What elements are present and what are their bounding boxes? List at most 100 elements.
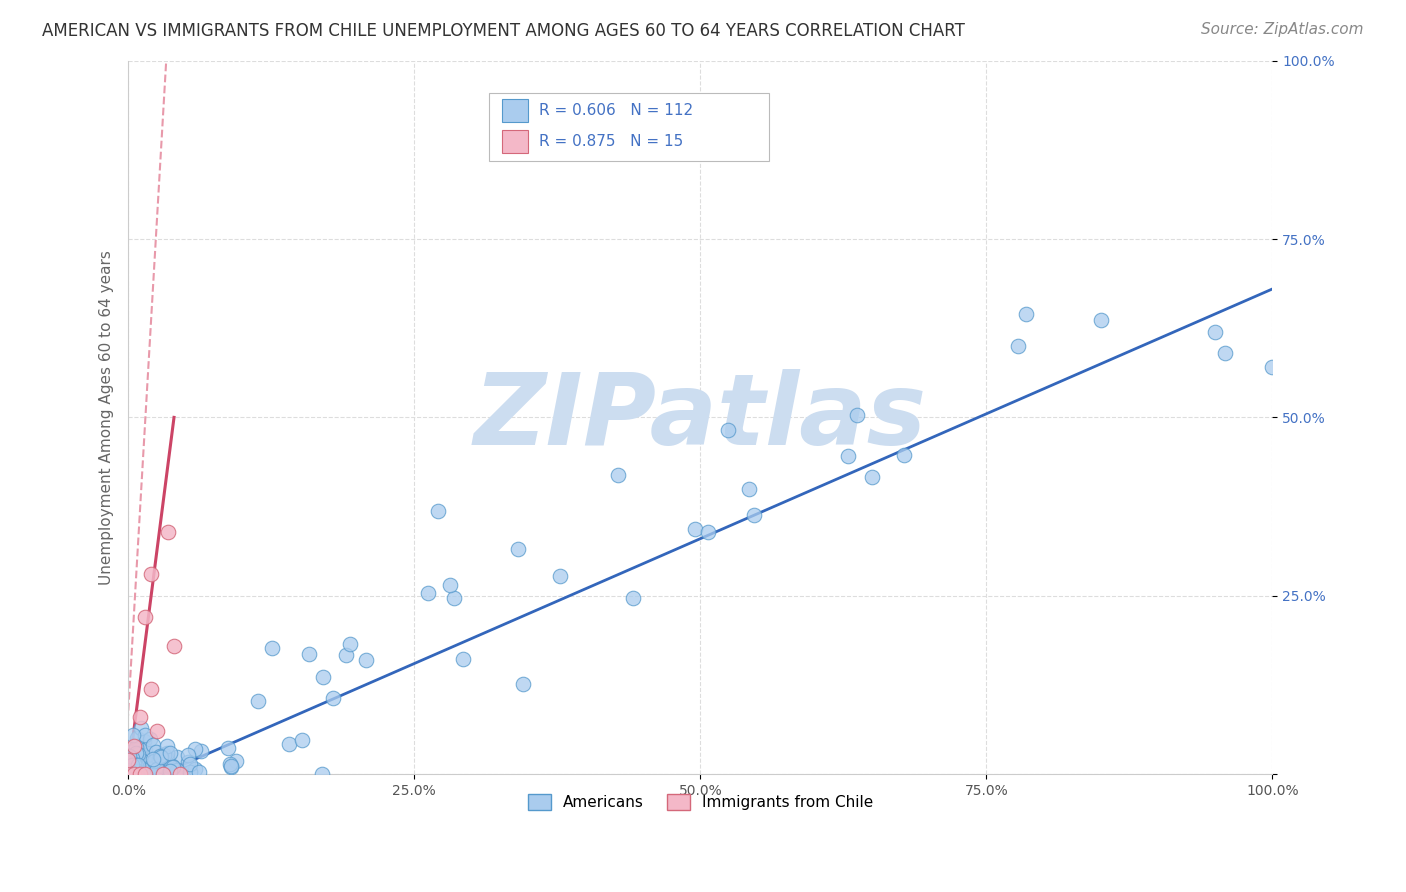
Point <box>512 677 534 691</box>
Point <box>742 508 765 522</box>
Point <box>117 767 139 781</box>
Point <box>143 754 166 768</box>
Point <box>219 760 242 774</box>
FancyBboxPatch shape <box>489 93 769 161</box>
Point <box>134 767 156 781</box>
Point <box>508 541 530 556</box>
Point <box>157 764 180 779</box>
Point <box>138 766 160 780</box>
Point <box>312 670 335 684</box>
Point <box>122 739 145 753</box>
Point <box>139 681 162 696</box>
Point <box>166 763 188 777</box>
Point <box>124 748 146 763</box>
Point <box>621 591 644 606</box>
Point <box>179 765 201 780</box>
Point <box>1015 307 1038 321</box>
Point <box>169 767 191 781</box>
Point <box>160 760 183 774</box>
Point <box>738 482 761 496</box>
Point <box>138 732 160 747</box>
Point <box>298 647 321 661</box>
Point <box>1261 360 1284 375</box>
Point <box>125 747 148 762</box>
Point <box>696 525 718 540</box>
Point <box>162 759 184 773</box>
Point <box>860 470 883 484</box>
Point <box>125 740 148 755</box>
Point <box>125 759 148 773</box>
Text: Source: ZipAtlas.com: Source: ZipAtlas.com <box>1201 22 1364 37</box>
Point <box>190 744 212 758</box>
Point <box>354 653 377 667</box>
Point <box>156 751 179 765</box>
Point <box>153 747 176 762</box>
Point <box>132 756 155 770</box>
Point <box>143 756 166 770</box>
Point <box>134 756 156 770</box>
Point <box>134 728 156 742</box>
Point <box>138 762 160 776</box>
Point <box>121 750 143 764</box>
Point <box>183 762 205 776</box>
Point <box>134 610 156 624</box>
Point <box>146 724 169 739</box>
Point <box>142 738 165 752</box>
Point <box>125 764 148 778</box>
Point <box>177 756 200 770</box>
Point <box>893 448 915 462</box>
Point <box>121 758 143 772</box>
Point <box>125 746 148 760</box>
Point <box>120 745 142 759</box>
Point <box>157 524 180 539</box>
Point <box>128 759 150 773</box>
Point <box>139 567 162 582</box>
Point <box>122 756 145 771</box>
Point <box>548 568 571 582</box>
Point <box>145 745 167 759</box>
Point <box>246 694 269 708</box>
Point <box>177 747 200 762</box>
Point <box>122 728 145 742</box>
Point <box>148 752 170 766</box>
Point <box>128 767 150 781</box>
Point <box>148 757 170 772</box>
Legend: Americans, Immigrants from Chile: Americans, Immigrants from Chile <box>522 789 879 816</box>
Point <box>127 747 149 762</box>
Point <box>127 757 149 772</box>
Point <box>221 759 243 773</box>
Point <box>427 504 450 518</box>
Point <box>131 754 153 768</box>
Point <box>142 754 165 768</box>
Point <box>122 747 145 761</box>
Point <box>225 754 247 768</box>
Point <box>837 450 859 464</box>
Point <box>128 710 150 724</box>
Point <box>128 743 150 757</box>
Point <box>122 767 145 781</box>
Point <box>443 591 465 605</box>
Point <box>122 761 145 775</box>
Point <box>416 586 439 600</box>
Point <box>322 690 344 705</box>
Point <box>1007 339 1029 353</box>
Point <box>166 750 188 764</box>
Text: ZIPatlas: ZIPatlas <box>474 369 927 466</box>
Point <box>607 467 630 482</box>
Point <box>1204 325 1226 339</box>
Point <box>156 739 179 753</box>
Point <box>162 760 184 774</box>
Point <box>129 721 152 735</box>
Point <box>217 740 239 755</box>
Point <box>335 648 357 662</box>
Point <box>120 765 142 780</box>
Point <box>128 740 150 755</box>
Point <box>138 761 160 775</box>
Text: AMERICAN VS IMMIGRANTS FROM CHILE UNEMPLOYMENT AMONG AGES 60 TO 64 YEARS CORRELA: AMERICAN VS IMMIGRANTS FROM CHILE UNEMPL… <box>42 22 965 40</box>
Point <box>1090 313 1112 327</box>
Point <box>451 652 474 666</box>
Point <box>127 758 149 772</box>
Point <box>127 743 149 757</box>
Point <box>118 748 141 763</box>
Point <box>152 767 174 781</box>
